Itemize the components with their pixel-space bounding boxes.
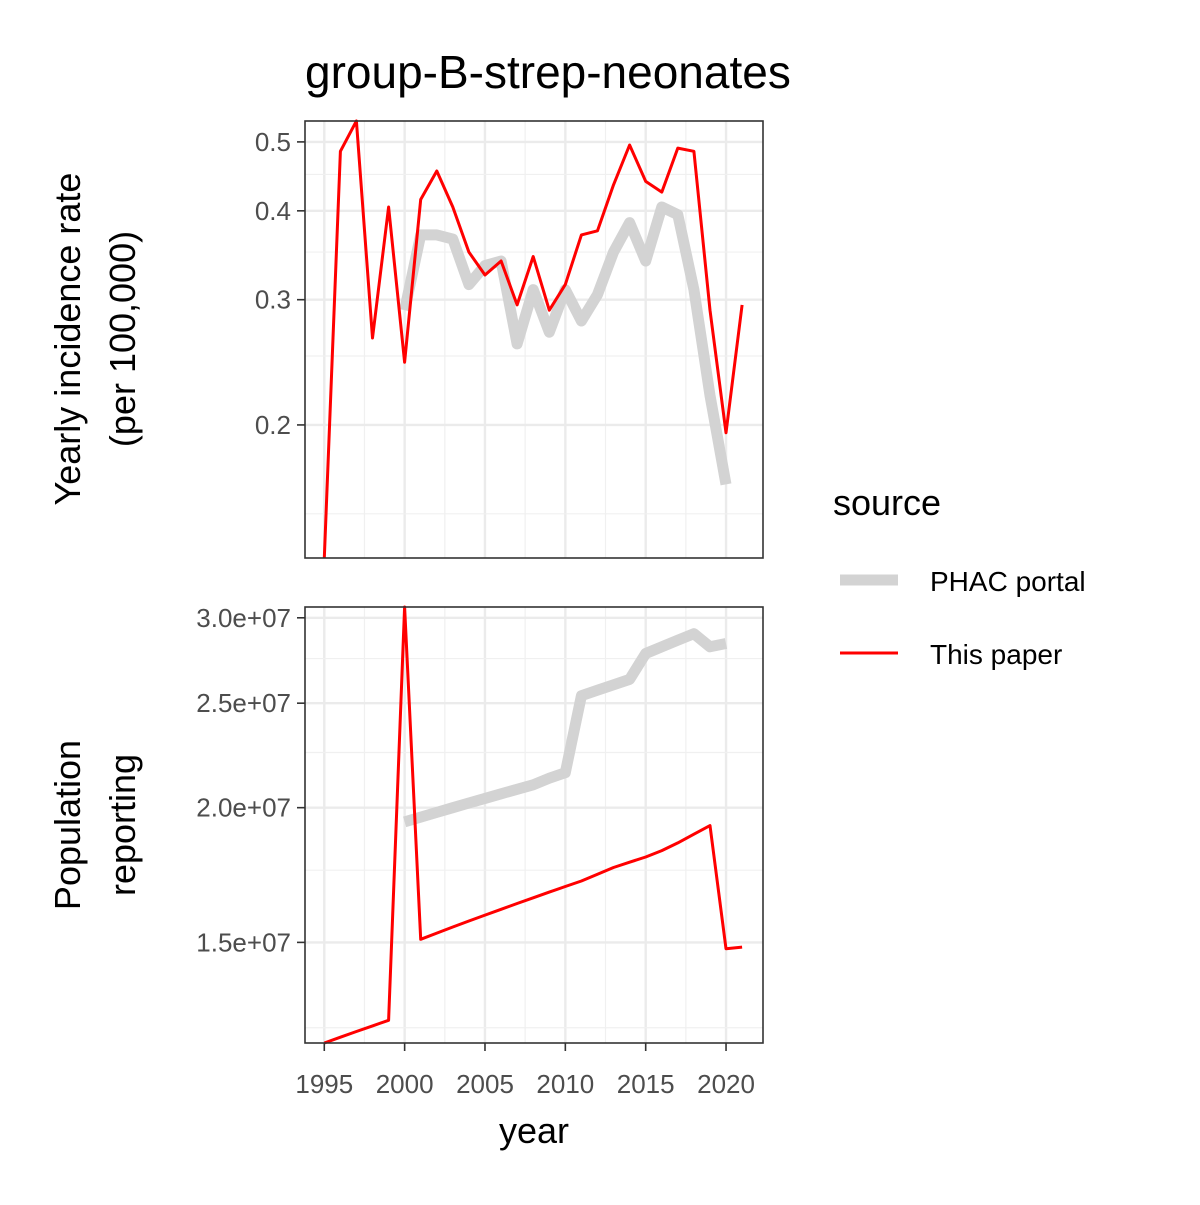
x-tick-label: 2020 xyxy=(697,1069,755,1099)
x-tick-label: 2015 xyxy=(617,1069,675,1099)
panel-bottom-y-title-line2: reporting xyxy=(102,754,143,896)
legend-label-this-paper: This paper xyxy=(930,639,1062,670)
panel-top-background xyxy=(305,121,763,558)
panel-top-y-tick-label: 0.5 xyxy=(255,127,291,157)
panel-top-y-tick-label: 0.4 xyxy=(255,196,291,226)
panel-bottom: 1.5e+072.0e+072.5e+073.0e+07 Population … xyxy=(47,603,764,1045)
x-tick-label: 1995 xyxy=(295,1069,353,1099)
panel-bottom-y-tick-label: 2.5e+07 xyxy=(196,688,291,718)
panel-top-y-tick-label: 0.2 xyxy=(255,410,291,440)
panel-top-y-title-line1: Yearly incidence rate xyxy=(47,173,88,506)
legend-title: source xyxy=(833,482,941,523)
x-tick-label: 2000 xyxy=(376,1069,434,1099)
panel-bottom-series-this-paper xyxy=(323,605,743,1045)
panel-bottom-series xyxy=(323,605,743,1045)
panel-bottom-y-tick-label: 1.5e+07 xyxy=(196,927,291,957)
panel-bottom-border xyxy=(304,606,764,1044)
x-tick-label: 2010 xyxy=(536,1069,594,1099)
panel-bottom-y-tick-label: 3.0e+07 xyxy=(196,603,291,633)
panel-top-border xyxy=(304,120,764,559)
legend: source PHAC portal This paper xyxy=(833,482,1086,670)
x-axis-title: year xyxy=(499,1110,569,1151)
panel-bottom-background xyxy=(305,607,763,1043)
panel-bottom-series-phac-portal xyxy=(403,628,728,828)
chart-title: group-B-strep-neonates xyxy=(305,46,791,98)
panel-top-series xyxy=(322,119,744,559)
panel-top-y-title-line2: (per 100,000) xyxy=(102,231,143,447)
panel-bottom-y-ticks: 1.5e+07 2.0e+07 2.5e+07 3.0e+07 xyxy=(196,603,305,957)
panel-top-series-this-paper xyxy=(322,119,744,559)
panel-top-grid xyxy=(305,121,763,558)
panel-top-y-tick-label: 0.3 xyxy=(255,285,291,315)
panel-bottom-y-title-line1: Population xyxy=(47,740,88,910)
panel-bottom-grid xyxy=(305,607,763,1043)
x-tick-label: 2005 xyxy=(456,1069,514,1099)
panel-top-y-ticks: 0.2 0.3 0.4 0.5 xyxy=(255,127,305,440)
panel-bottom-y-tick-label: 2.0e+07 xyxy=(196,793,291,823)
panel-top-series-phac-portal xyxy=(399,201,732,486)
x-axis-ticks: 1995 2000 2005 2010 2015 2020 xyxy=(295,1043,755,1099)
legend-label-phac-portal: PHAC portal xyxy=(930,566,1086,597)
panel-top: 0.2 0.3 0.4 0.5 Yearly incidence rate (per … xyxy=(47,119,764,559)
